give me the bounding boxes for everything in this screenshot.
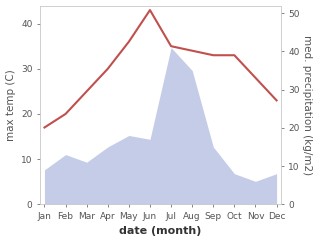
Y-axis label: max temp (C): max temp (C) [5, 69, 16, 141]
X-axis label: date (month): date (month) [119, 227, 202, 236]
Y-axis label: med. precipitation (kg/m2): med. precipitation (kg/m2) [302, 35, 313, 175]
